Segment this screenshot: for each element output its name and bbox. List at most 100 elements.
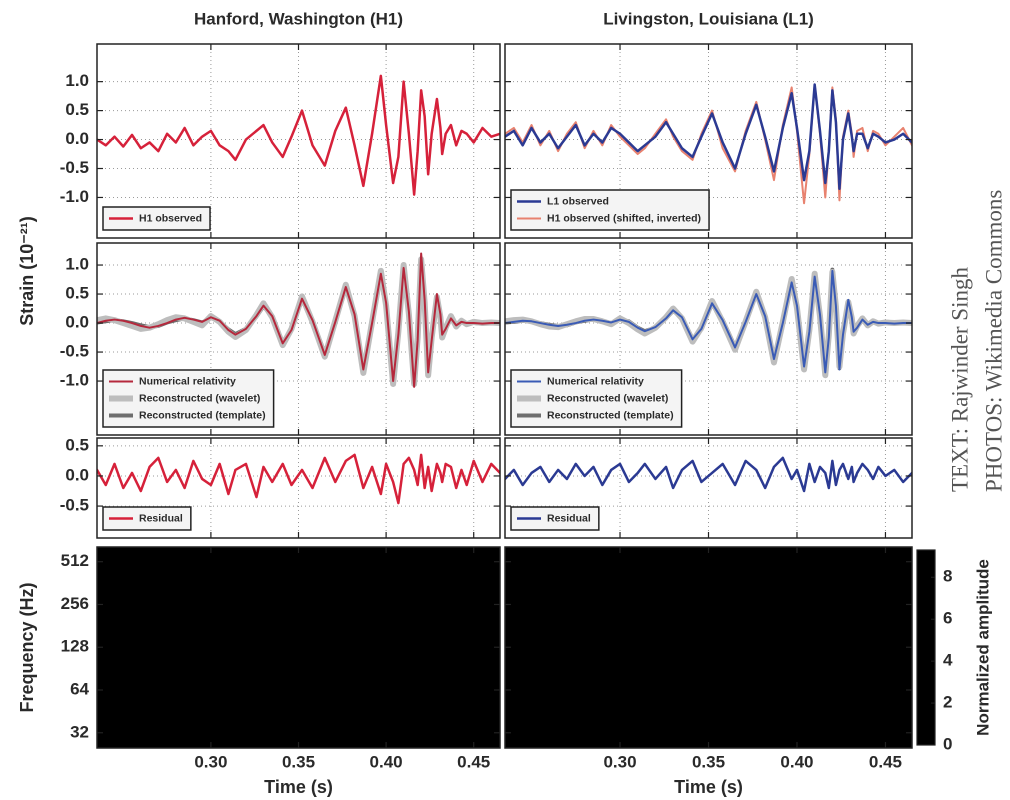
heatmap-cell xyxy=(302,593,330,616)
heatmap-cell xyxy=(460,636,483,659)
heatmap-cell xyxy=(223,721,251,748)
heatmap-cell xyxy=(197,700,225,723)
heatmap-cell xyxy=(505,571,528,595)
heatmap-cell xyxy=(792,593,820,616)
heatmap-cell xyxy=(170,700,199,723)
heatmap-cell xyxy=(893,657,912,680)
heatmap-cell xyxy=(818,636,847,659)
panel-frame xyxy=(504,546,913,749)
heatmap-cell xyxy=(381,614,409,638)
x-tick-label: 0.45 xyxy=(869,752,902,771)
heatmap-cell xyxy=(659,700,687,723)
heatmap-cell xyxy=(765,636,794,659)
heatmap-cell xyxy=(460,593,483,616)
y-tick-label: 0.5 xyxy=(65,100,89,119)
heatmap-cell xyxy=(659,614,687,638)
heatmap-cell xyxy=(433,678,462,702)
heatmap-cell xyxy=(553,571,581,595)
heatmap-cell xyxy=(632,721,661,748)
heatmap-cell xyxy=(170,593,199,616)
heatmap-cell xyxy=(871,636,895,659)
heatmap-cell xyxy=(765,547,794,573)
colorbar-tick-label: 8 xyxy=(943,567,952,586)
heatmap-cell xyxy=(893,593,912,616)
heatmap-cell xyxy=(381,700,409,723)
heatmap xyxy=(505,547,912,748)
heatmap-cell xyxy=(170,721,199,748)
heatmap-cell xyxy=(526,547,555,573)
heatmap-cell xyxy=(381,547,409,573)
plot-area xyxy=(97,438,500,538)
heatmap-cell xyxy=(249,678,278,702)
heatmap-cell xyxy=(685,657,714,680)
heatmap-cell xyxy=(144,678,172,702)
heatmap-cell xyxy=(328,721,356,748)
x-axis-label: Time (s) xyxy=(674,777,743,797)
series-line xyxy=(97,252,500,388)
heatmap-cell xyxy=(871,547,895,573)
heatmap-cell xyxy=(818,721,847,748)
heatmap-cell xyxy=(302,721,330,748)
heatmap-cell xyxy=(144,593,172,616)
heatmap-cell xyxy=(659,547,687,573)
panel-frame xyxy=(504,43,913,239)
heatmap-cell xyxy=(845,657,873,680)
heatmap-cell xyxy=(328,636,356,659)
heatmap-cell xyxy=(223,678,251,702)
heatmap-cell xyxy=(579,700,608,723)
colorbar-tick-label: 2 xyxy=(943,693,952,712)
heatmap-cell xyxy=(553,547,581,573)
heatmap-cell xyxy=(328,678,356,702)
heatmap-cell xyxy=(118,614,146,638)
heatmap-cell xyxy=(118,593,146,616)
heatmap-cell xyxy=(712,678,740,702)
heatmap-cell xyxy=(97,593,120,616)
heatmap-cell xyxy=(249,547,278,573)
heatmap-cell xyxy=(407,636,435,659)
heatmap-cell xyxy=(505,593,528,616)
legend-label: Residual xyxy=(139,512,183,524)
heatmap-cell xyxy=(526,678,555,702)
heatmap-cell xyxy=(526,700,555,723)
y-tick-label: 256 xyxy=(61,594,89,613)
heatmap-cell xyxy=(481,700,500,723)
heatmap-cell xyxy=(606,614,634,638)
heatmap-cell xyxy=(407,657,435,680)
heatmap-cell xyxy=(871,657,895,680)
legend-box xyxy=(510,189,710,231)
heatmap-cell xyxy=(765,700,794,723)
heatmap-cell xyxy=(97,721,120,748)
heatmap-cell xyxy=(712,614,740,638)
heatmap-cell xyxy=(712,657,740,680)
plot-area xyxy=(505,44,912,238)
heatmap-cell xyxy=(302,614,330,638)
heatmap-cell xyxy=(328,614,356,638)
plot-area xyxy=(97,44,500,238)
series-line xyxy=(505,83,912,205)
heatmap-cell xyxy=(144,571,172,595)
heatmap-cell xyxy=(606,678,634,702)
heatmap-cell xyxy=(765,678,794,702)
heatmap-cell xyxy=(302,700,330,723)
heatmap-cell xyxy=(792,547,820,573)
heatmap-cell xyxy=(223,657,251,680)
heatmap-cell xyxy=(433,657,462,680)
heatmap-cell xyxy=(354,571,383,595)
colorbar-tick-label: 6 xyxy=(943,609,952,628)
heatmap-cell xyxy=(553,678,581,702)
heatmap-cell xyxy=(893,571,912,595)
x-tick-label: 0.30 xyxy=(603,752,636,771)
heatmap-cell xyxy=(632,571,661,595)
heatmap-cell xyxy=(659,657,687,680)
legend-box xyxy=(102,206,211,231)
x-tick-label: 0.30 xyxy=(194,752,227,771)
heatmap-cell xyxy=(170,614,199,638)
heatmap-cell xyxy=(738,636,767,659)
credit-photos: PHOTOS: Wikimedia Commons xyxy=(981,190,1006,492)
heatmap-cell xyxy=(792,700,820,723)
colorbar-tick-label: 4 xyxy=(943,651,953,670)
heatmap-cell xyxy=(893,636,912,659)
heatmap-cell xyxy=(328,593,356,616)
heatmap-cell xyxy=(553,636,581,659)
